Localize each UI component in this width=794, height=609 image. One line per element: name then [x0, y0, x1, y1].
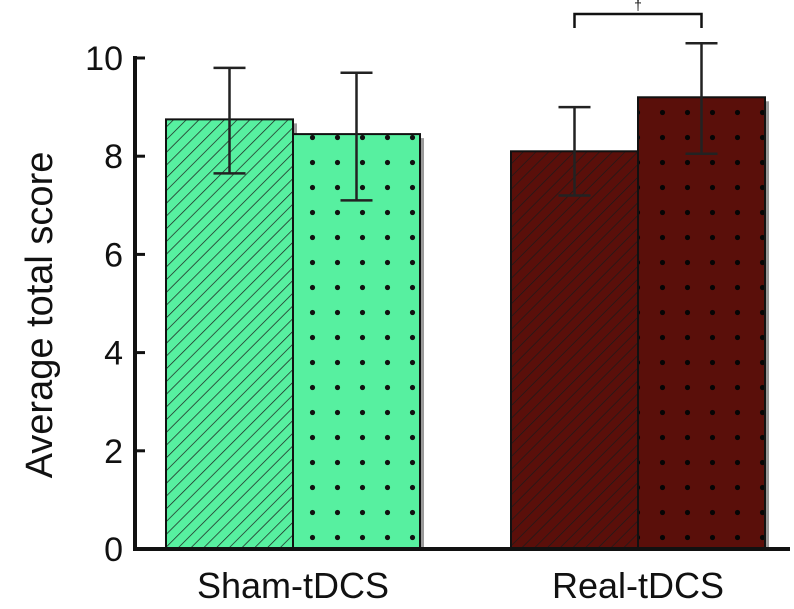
y-tick-label: 2	[104, 433, 123, 471]
y-tick-label: 6	[104, 236, 123, 274]
y-tick-label: 0	[104, 531, 123, 569]
x-category-label: Sham-tDCS	[197, 565, 389, 606]
y-tick-label: 10	[85, 40, 123, 78]
y-axis-ticks: 0 2 4 6 8 10	[85, 40, 145, 569]
bars-group	[165, 96, 769, 550]
error-bars-group	[213, 42, 718, 202]
y-axis-title: Average total score	[19, 152, 61, 479]
y-tick-label: 4	[104, 335, 123, 373]
y-tick-label: 8	[104, 138, 123, 176]
bar	[637, 96, 766, 550]
significance-bracket: †	[573, 0, 703, 28]
x-category-label: Real-tDCS	[552, 565, 724, 606]
significance-marker: †	[634, 0, 642, 13]
x-axis-categories: Sham-tDCS Real-tDCS	[197, 565, 724, 606]
bar	[165, 118, 294, 550]
bar	[510, 150, 639, 550]
significance-bracket-line	[573, 12, 703, 28]
